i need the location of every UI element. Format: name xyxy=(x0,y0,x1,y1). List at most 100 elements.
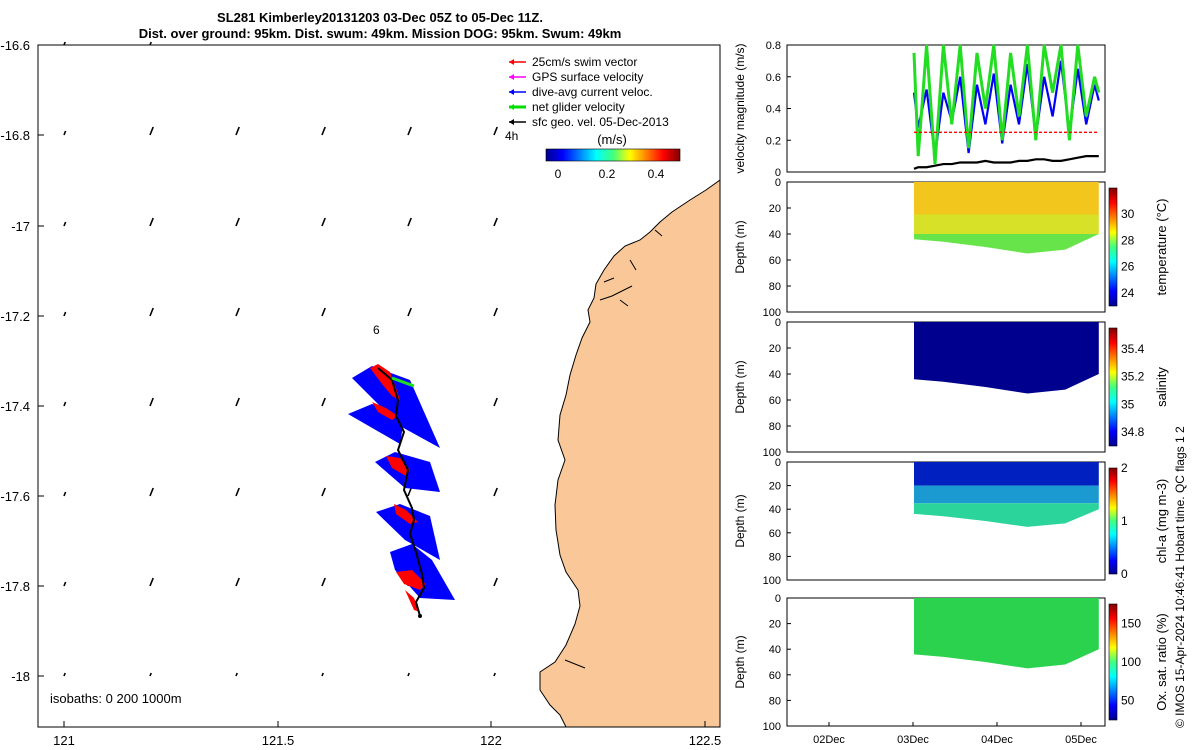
colorbar-tick: 34.8 xyxy=(1121,425,1145,439)
map-lat-tick: -17.8 xyxy=(0,579,30,594)
depth-ylabel: Depth (m) xyxy=(733,494,747,547)
depth-ytick: 80 xyxy=(769,281,781,293)
vector-arrow xyxy=(321,672,324,677)
map-axes: 121 121.5 122 122.5 -16.6 -16.8 -17 -17.2 -17.4 -… xyxy=(0,38,721,748)
depth-colorbar-2 xyxy=(1108,327,1118,447)
heatmap-region-4-0 xyxy=(914,598,1099,669)
depth-ytick: 80 xyxy=(769,695,781,707)
map-lon-tick: 121.5 xyxy=(262,733,295,748)
depth-ytick: 40 xyxy=(769,369,781,381)
depth-ytick: 60 xyxy=(769,670,781,682)
label-6: 6 xyxy=(373,323,380,337)
colorbar-tick-0: 0 xyxy=(555,167,562,181)
vector-arrow xyxy=(407,217,412,227)
glider-path xyxy=(377,367,426,617)
depth-ytick: 0 xyxy=(775,317,781,329)
depth-colorbar-3 xyxy=(1108,467,1118,575)
legend-item-4: sfc geo. vel. 05-Dec-2013 xyxy=(532,115,669,129)
colorbar-tick: 1 xyxy=(1121,514,1128,528)
vector-arrow xyxy=(493,397,498,407)
net-glider-velocity-arrow xyxy=(391,376,415,388)
map-lat-tick: -16.8 xyxy=(0,128,30,143)
vector-arrow xyxy=(149,217,154,227)
depth-ytick: 100 xyxy=(763,307,781,319)
depth-ytick: 60 xyxy=(769,395,781,407)
vector-arrow xyxy=(235,397,240,407)
colorbar-tick-1: 0.2 xyxy=(599,167,616,181)
velocity-ytick: 0 xyxy=(775,167,781,179)
map-lon-tick: 122.5 xyxy=(689,733,722,748)
colorbar-tick: 0 xyxy=(1121,567,1128,581)
heatmap-region-3-0 xyxy=(914,462,1099,486)
swim-vector-patch xyxy=(386,456,410,476)
heatmap-region-3-2 xyxy=(914,503,1099,527)
legend-item-3: net glider velocity xyxy=(532,100,625,114)
depth-ytick: 20 xyxy=(769,619,781,631)
vector-arrow xyxy=(149,487,154,497)
depth-ytick: 100 xyxy=(763,575,781,587)
vector-arrow xyxy=(321,217,326,227)
map-lat-tick: -17 xyxy=(11,219,30,234)
vector-arrow xyxy=(407,126,412,136)
vector-arrow xyxy=(149,126,154,136)
colorbar-gradient xyxy=(545,148,681,162)
vector-arrow xyxy=(321,307,326,317)
colorbar-tick: 35.2 xyxy=(1121,370,1145,384)
colorbar-tick: 50 xyxy=(1121,694,1135,708)
map-land xyxy=(539,45,720,727)
swim-vector-patch xyxy=(372,402,398,420)
vector-arrow xyxy=(321,487,326,497)
colorbar-tick: 100 xyxy=(1121,655,1141,669)
map-coast-detail xyxy=(564,229,663,669)
dive-avg-current-patch xyxy=(390,544,455,600)
colorbar-tick: 24 xyxy=(1121,286,1135,300)
isobaths-label: isobaths: 0 200 1000m xyxy=(50,691,182,706)
velocity-ytick: 0.6 xyxy=(766,72,781,84)
vector-arrow xyxy=(63,491,67,497)
heatmap-region-1-0 xyxy=(914,182,1099,215)
vector-arrow xyxy=(63,311,67,317)
vector-arrow xyxy=(149,397,154,407)
velocity-series-3 xyxy=(913,155,1099,170)
colorbar-tick-2: 0.4 xyxy=(648,167,665,181)
colorbar-tick: 35.4 xyxy=(1121,342,1145,356)
depth-ytick: 20 xyxy=(769,481,781,493)
depth-ytick: 40 xyxy=(769,229,781,241)
vector-arrow xyxy=(235,217,240,227)
vector-arrow xyxy=(493,126,498,136)
vector-arrow xyxy=(407,307,412,317)
time-tick: 02Dec xyxy=(813,734,845,746)
legend-item-0: 25cm/s swim vector xyxy=(532,55,637,69)
vector-arrow xyxy=(493,672,496,677)
legend-swatch-head xyxy=(509,89,514,95)
depth-ytick: 0 xyxy=(775,177,781,189)
velocity-ytick: 0.2 xyxy=(766,135,781,147)
depth-ytick: 100 xyxy=(763,721,781,733)
depth-ytick: 40 xyxy=(769,504,781,516)
vector-arrow xyxy=(493,577,498,587)
heatmap-region-1-1 xyxy=(914,214,1099,234)
colorbar-tick: 35 xyxy=(1121,397,1135,411)
map-lat-tick: -17.6 xyxy=(0,489,30,504)
depth-colorbar-4 xyxy=(1108,603,1118,721)
legend-item-2: dive-avg current veloc. xyxy=(532,85,653,99)
legend-swatch-head xyxy=(509,119,514,125)
glider-end-marker xyxy=(418,614,422,618)
depth-ylabel: Depth (m) xyxy=(733,360,747,413)
velocity-ytick: 0.4 xyxy=(766,104,781,116)
vector-arrow xyxy=(63,221,67,227)
velocity-ytick: 0.8 xyxy=(766,40,781,52)
vector-arrow xyxy=(63,672,66,677)
vector-arrow xyxy=(63,401,67,407)
map-lat-tick: -16.6 xyxy=(0,38,30,53)
title-line-2: Dist. over ground: 95km. Dist. swum: 49k… xyxy=(139,26,622,41)
velocity-series-1 xyxy=(912,44,1101,165)
colorbar-label-4: Ox. sat. ratio (%) xyxy=(1154,613,1169,711)
time-tick: 03Dec xyxy=(897,734,929,746)
heatmap-region-3-1 xyxy=(914,485,1099,504)
vector-arrow xyxy=(407,487,412,497)
colorbar-label: (m/s) xyxy=(597,132,627,147)
